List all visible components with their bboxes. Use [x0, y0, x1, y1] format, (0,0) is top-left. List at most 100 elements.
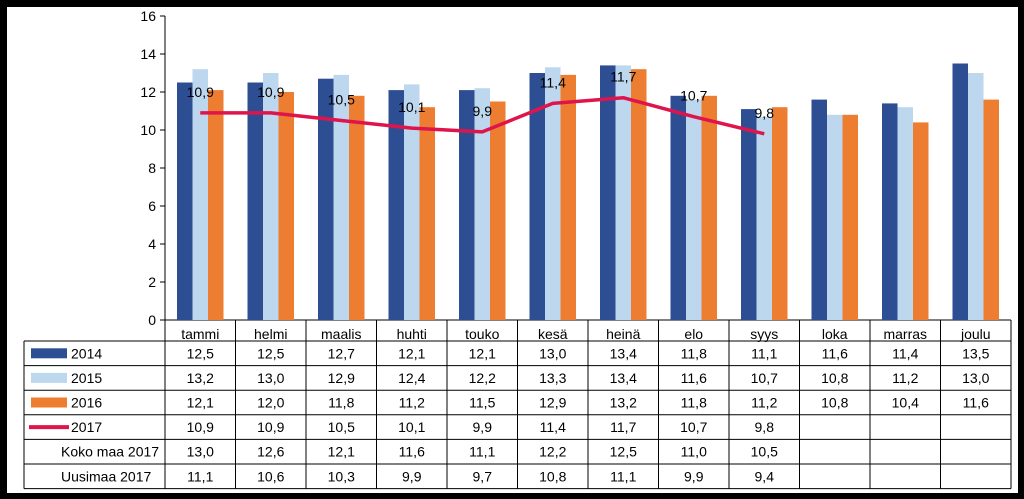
- table-cell: 11,2: [892, 370, 918, 386]
- table-cell: 13,4: [610, 345, 637, 361]
- table-series-name: Koko maa 2017: [61, 444, 159, 460]
- bar-2015: [404, 84, 420, 321]
- table-cell: 13,0: [187, 444, 214, 460]
- x-tick-label: maalis: [321, 326, 361, 342]
- table-cell: 11,0: [681, 444, 707, 460]
- y-tick-label: 8: [148, 160, 156, 176]
- bar-2015: [897, 107, 913, 320]
- table-cell: 10,3: [328, 468, 355, 484]
- y-tick-label: 4: [148, 236, 156, 252]
- table-cell: 10,7: [680, 419, 707, 435]
- bar-2016: [208, 90, 224, 320]
- x-tick-label: heinä: [606, 326, 640, 342]
- table-cell: 12,2: [469, 370, 496, 386]
- x-tick-label: elo: [684, 326, 703, 342]
- bar-2015: [474, 88, 490, 320]
- x-tick-label: syys: [750, 326, 778, 342]
- legend-key-2015: [31, 372, 67, 383]
- table-cell: 11,6: [399, 444, 425, 460]
- data-label-2017: 11,4: [540, 74, 566, 90]
- table-cell: 12,4: [398, 370, 425, 386]
- table-series-name: 2014: [71, 345, 102, 361]
- table-cell: 10,9: [187, 419, 214, 435]
- table-cell: 13,3: [539, 370, 566, 386]
- table-cell: 13,0: [539, 345, 566, 361]
- table-cell: 10,5: [751, 444, 778, 460]
- bar-2014: [388, 90, 404, 320]
- bar-2015: [827, 114, 843, 320]
- bar-2015: [686, 99, 702, 320]
- bar-2014: [318, 78, 334, 320]
- table-cell: 9,9: [402, 468, 422, 484]
- bar-2014: [600, 65, 616, 321]
- table-cell: 10,9: [257, 419, 284, 435]
- bar-2014: [882, 103, 898, 321]
- data-label-2017: 9,9: [473, 103, 493, 119]
- bar-2014: [811, 99, 827, 320]
- table-cell: 12,9: [539, 395, 566, 411]
- x-tick-label: huhti: [397, 326, 427, 342]
- table-cell: 12,1: [328, 444, 355, 460]
- table-cell: 11,7: [610, 419, 636, 435]
- bar-2014: [529, 73, 545, 320]
- bar-2016: [490, 101, 506, 320]
- table-cell: 10,8: [821, 395, 848, 411]
- table-cell: 11,8: [681, 345, 707, 361]
- table-cell: 10,7: [751, 370, 778, 386]
- table-cell: 11,6: [963, 395, 989, 411]
- table-cell: 13,5: [962, 345, 989, 361]
- table-cell: 11,2: [751, 395, 777, 411]
- table-cell: 11,1: [187, 468, 213, 484]
- table-cell: 12,1: [469, 345, 496, 361]
- x-tick-label: touko: [465, 326, 499, 342]
- table-cell: 10,8: [821, 370, 848, 386]
- table-cell: 13,2: [610, 395, 637, 411]
- x-tick-label: marras: [883, 326, 927, 342]
- table-cell: 12,0: [257, 395, 284, 411]
- table-series-name: 2017: [71, 419, 102, 435]
- bar-2014: [459, 90, 475, 320]
- data-label-2017: 10,5: [328, 92, 355, 108]
- bar-2015: [333, 74, 349, 321]
- table-series-name: 2015: [71, 370, 102, 386]
- table-cell: 11,8: [328, 395, 354, 411]
- bar-2016: [631, 69, 647, 320]
- data-label-2017: 10,9: [187, 84, 214, 100]
- table-cell: 9,4: [755, 468, 775, 484]
- table-cell: 9,9: [473, 419, 493, 435]
- table-cell: 10,4: [892, 395, 919, 411]
- table-cell: 9,7: [473, 468, 493, 484]
- bar-2016: [701, 95, 717, 320]
- table-cell: 12,9: [328, 370, 355, 386]
- table-cell: 12,6: [257, 444, 284, 460]
- table-cell: 12,5: [257, 345, 284, 361]
- table-cell: 13,0: [962, 370, 989, 386]
- bar-2015: [756, 116, 772, 320]
- table-cell: 11,2: [399, 395, 425, 411]
- bar-2015: [545, 67, 561, 320]
- bar-2014: [952, 63, 968, 320]
- data-label-2017: 11,7: [610, 69, 636, 85]
- y-tick-label: 12: [140, 84, 156, 100]
- table-cell: 13,0: [257, 370, 284, 386]
- data-label-2017: 10,7: [680, 88, 707, 104]
- table-cell: 9,9: [684, 468, 704, 484]
- table-cell: 12,5: [610, 444, 637, 460]
- table-cell: 13,4: [610, 370, 637, 386]
- y-tick-label: 14: [140, 46, 156, 62]
- x-tick-label: loka: [822, 326, 848, 342]
- table-cell: 11,1: [469, 444, 495, 460]
- table-cell: 11,4: [540, 419, 566, 435]
- data-label-2017: 10,9: [257, 84, 284, 100]
- table-series-name: Uusimaa 2017: [61, 468, 151, 484]
- x-tick-label: joulu: [960, 326, 991, 342]
- line-2017: [200, 95, 765, 136]
- legend-key-2014: [31, 348, 67, 359]
- bar-2014: [247, 82, 263, 320]
- y-tick-label: 6: [148, 198, 156, 214]
- table-cell: 11,8: [681, 395, 707, 411]
- bar-2016: [349, 95, 365, 320]
- table-cell: 10,8: [539, 468, 566, 484]
- x-tick-label: tammi: [181, 326, 219, 342]
- table-cell: 10,6: [257, 468, 284, 484]
